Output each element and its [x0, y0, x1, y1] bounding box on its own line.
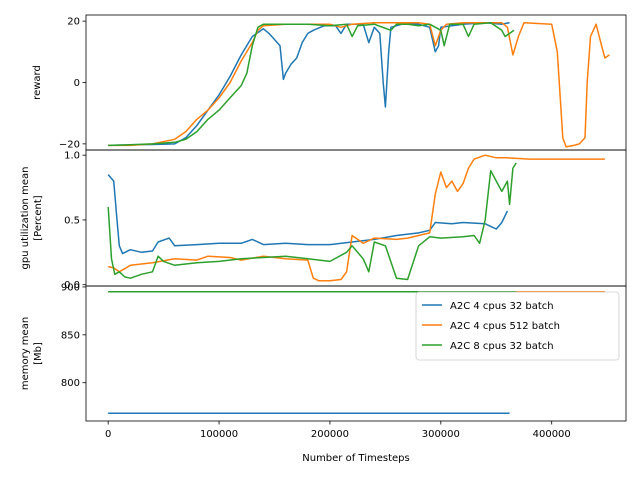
series-line-2 [108, 21, 610, 148]
y-tick-label: 850 [61, 330, 80, 341]
x-tick-label: 300000 [422, 429, 460, 440]
legend: A2C 4 cpus 32 batch A2C 4 cpus 512 batch A… [415, 291, 620, 361]
y-tick-label: 900 [61, 282, 80, 293]
series-line-3 [107, 162, 517, 281]
y-axis-label: memory mean [20, 317, 31, 390]
axes-frame [85, 149, 627, 287]
series-line-3 [108, 21, 515, 147]
subplot-1: 20 0 −20 reward [32, 14, 627, 151]
y-tick-label: 20 [67, 17, 80, 28]
legend-label: A2C 4 cpus 32 batch [450, 301, 554, 312]
y-axis-label-unit: [Percent] [33, 195, 44, 241]
axes-frame [85, 14, 627, 151]
y-tick-label: 0.0 [64, 280, 80, 291]
subplot-2: 1.0 0.5 0.0 gpu utilization mean [Percent] [20, 149, 627, 291]
axes-frame [85, 285, 627, 422]
legend-box [415, 291, 620, 361]
y-tick-label: 0 [74, 78, 80, 89]
x-tick-label: 400000 [533, 429, 571, 440]
series-line-2 [108, 154, 605, 282]
series-line-1 [107, 174, 509, 255]
subplot-3: 900 850 800 memory mean [Mb] 0 100000 200000 300… [20, 282, 627, 464]
series-line-1 [108, 21, 510, 147]
x-axis-label: Number of Timesteps [302, 453, 409, 464]
y-tick-label: 800 [61, 378, 80, 389]
x-tick-label: 0 [105, 429, 111, 440]
legend-label: A2C 8 cpus 32 batch [450, 341, 554, 352]
y-axis-label: gpu utilization mean [20, 167, 31, 270]
x-tick-label: 200000 [311, 429, 349, 440]
y-axis-label: reward [32, 65, 43, 100]
y-tick-label: 0.5 [64, 215, 80, 226]
x-tick-label: 100000 [200, 429, 238, 440]
y-tick-label: −20 [59, 139, 80, 150]
y-tick-label: 1.0 [64, 151, 80, 162]
y-axis-label-unit: [Mb] [33, 342, 44, 365]
legend-label: A2C 4 cpus 512 batch [450, 321, 560, 332]
